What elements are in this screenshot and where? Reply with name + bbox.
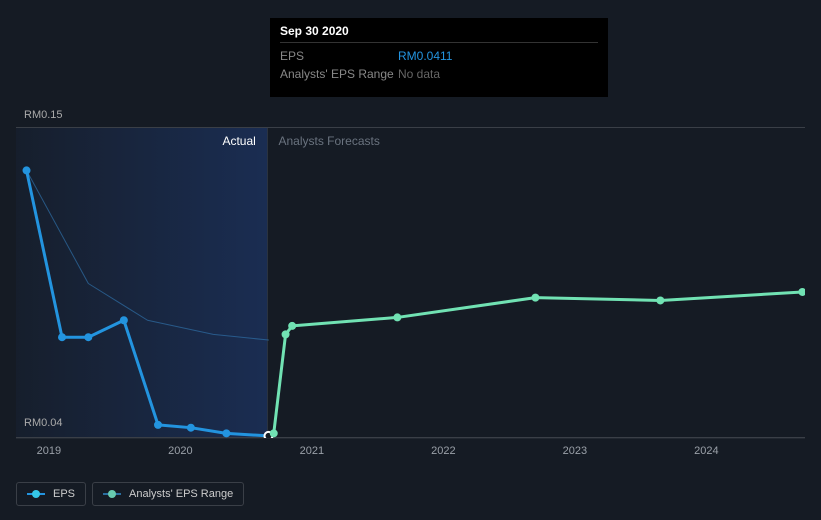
tooltip-date: Sep 30 2020 (280, 24, 598, 43)
x-tick: 2020 (168, 445, 192, 457)
x-tick: 2023 (563, 445, 587, 457)
legend-swatch (27, 490, 45, 498)
plot-area[interactable]: Actual Analysts Forecasts (16, 127, 805, 438)
eps-chart[interactable]: RM0.15 Actual Analysts Forecasts RM0.04 … (16, 127, 805, 460)
chart-tooltip: Sep 30 2020 EPS RM0.0411 Analysts' EPS R… (270, 18, 608, 97)
legend-label: EPS (53, 488, 75, 500)
x-tick: 2021 (300, 445, 324, 457)
x-tick: 2019 (37, 445, 61, 457)
x-axis: 2019 2020 2021 2022 2023 2024 (16, 438, 805, 460)
tooltip-row: Analysts' EPS Range No data (280, 65, 598, 83)
legend-item-range[interactable]: Analysts' EPS Range (92, 482, 244, 506)
tooltip-value: RM0.0411 (398, 49, 452, 63)
x-tick: 2022 (431, 445, 455, 457)
legend-item-eps[interactable]: EPS (16, 482, 86, 506)
y-axis-top-label: RM0.15 (24, 109, 63, 121)
legend-label: Analysts' EPS Range (129, 488, 233, 500)
tooltip-value: No data (398, 67, 440, 81)
tooltip-label: EPS (280, 49, 398, 63)
tooltip-row: EPS RM0.0411 (280, 47, 598, 65)
legend: EPS Analysts' EPS Range (16, 482, 244, 506)
legend-swatch (103, 490, 121, 498)
chart-svg (16, 128, 805, 439)
x-tick: 2024 (694, 445, 718, 457)
y-axis-bottom-label: RM0.04 (24, 417, 63, 429)
tooltip-label: Analysts' EPS Range (280, 67, 398, 81)
